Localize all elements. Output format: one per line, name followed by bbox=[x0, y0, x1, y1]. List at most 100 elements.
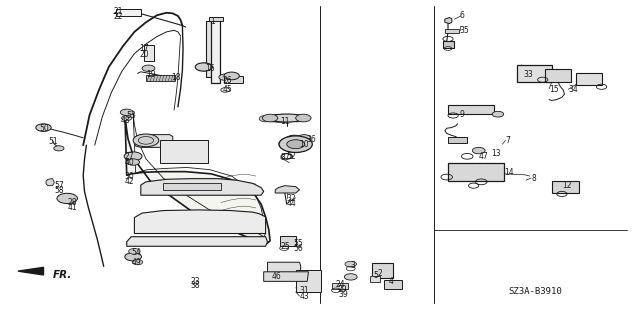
Text: 35: 35 bbox=[460, 26, 469, 35]
Bar bbox=[209, 17, 223, 21]
Text: 38: 38 bbox=[191, 281, 200, 290]
Polygon shape bbox=[146, 75, 175, 81]
Text: 28: 28 bbox=[67, 198, 77, 207]
Text: 15: 15 bbox=[549, 85, 559, 94]
Text: 47: 47 bbox=[479, 152, 488, 161]
Circle shape bbox=[492, 111, 504, 117]
Circle shape bbox=[132, 260, 143, 265]
Text: 48: 48 bbox=[120, 116, 130, 125]
Bar bbox=[384, 280, 402, 289]
Bar bbox=[224, 76, 243, 83]
Circle shape bbox=[142, 65, 155, 71]
Bar bbox=[206, 21, 214, 77]
Circle shape bbox=[279, 136, 312, 152]
Polygon shape bbox=[141, 179, 264, 195]
Bar bbox=[545, 69, 571, 82]
Circle shape bbox=[54, 146, 64, 151]
Circle shape bbox=[197, 63, 212, 71]
Text: 57: 57 bbox=[54, 181, 64, 190]
Circle shape bbox=[344, 274, 357, 280]
Text: 39: 39 bbox=[338, 290, 348, 299]
Circle shape bbox=[129, 249, 140, 254]
Text: 46: 46 bbox=[272, 272, 282, 281]
Text: 5: 5 bbox=[373, 271, 378, 280]
Polygon shape bbox=[18, 267, 44, 275]
Circle shape bbox=[219, 74, 232, 80]
Text: 55: 55 bbox=[293, 239, 303, 248]
Text: 29: 29 bbox=[338, 285, 348, 294]
Text: 16: 16 bbox=[205, 64, 214, 73]
Text: 11: 11 bbox=[280, 117, 290, 126]
Text: 10: 10 bbox=[300, 140, 309, 149]
Bar bbox=[443, 41, 454, 48]
Bar bbox=[448, 137, 467, 143]
Text: 56: 56 bbox=[293, 244, 303, 253]
Bar bbox=[448, 163, 504, 181]
Bar bbox=[160, 140, 208, 163]
Bar bbox=[552, 181, 579, 193]
Text: 51: 51 bbox=[48, 137, 58, 146]
Text: 13: 13 bbox=[492, 149, 501, 158]
Text: FR.: FR. bbox=[53, 270, 72, 280]
Circle shape bbox=[57, 193, 77, 204]
Polygon shape bbox=[46, 179, 54, 186]
Bar bbox=[280, 236, 296, 246]
Text: 17: 17 bbox=[140, 44, 149, 53]
Circle shape bbox=[298, 135, 310, 141]
Bar bbox=[517, 65, 552, 82]
Circle shape bbox=[291, 115, 304, 122]
Text: 37: 37 bbox=[280, 153, 290, 162]
Bar bbox=[370, 276, 380, 282]
Polygon shape bbox=[125, 109, 270, 243]
Polygon shape bbox=[134, 210, 266, 234]
Text: 32: 32 bbox=[287, 194, 296, 203]
Text: 44: 44 bbox=[287, 199, 296, 208]
Text: 8: 8 bbox=[531, 174, 536, 183]
Ellipse shape bbox=[267, 114, 307, 122]
Text: 6: 6 bbox=[460, 11, 465, 20]
Text: 50: 50 bbox=[40, 124, 49, 133]
Text: SZ3A-B3910: SZ3A-B3910 bbox=[509, 287, 563, 296]
Text: 7: 7 bbox=[506, 137, 511, 145]
Circle shape bbox=[262, 114, 278, 122]
Text: 27: 27 bbox=[125, 152, 134, 161]
Polygon shape bbox=[264, 272, 308, 281]
Bar bbox=[332, 283, 348, 289]
Circle shape bbox=[345, 261, 356, 267]
Bar bbox=[211, 19, 220, 83]
Text: 21: 21 bbox=[114, 7, 124, 16]
Text: 30: 30 bbox=[125, 172, 134, 181]
Circle shape bbox=[472, 147, 485, 154]
Text: 43: 43 bbox=[300, 292, 309, 300]
Text: 33: 33 bbox=[524, 70, 533, 78]
Polygon shape bbox=[445, 18, 452, 24]
Polygon shape bbox=[127, 237, 268, 246]
Text: 42: 42 bbox=[125, 177, 134, 186]
Circle shape bbox=[120, 109, 133, 115]
Circle shape bbox=[224, 72, 239, 80]
Polygon shape bbox=[275, 186, 300, 193]
Text: 34: 34 bbox=[568, 85, 578, 94]
Text: 54: 54 bbox=[131, 248, 141, 257]
Text: 18: 18 bbox=[172, 73, 181, 82]
Circle shape bbox=[285, 135, 303, 144]
Text: 23: 23 bbox=[191, 277, 200, 286]
Bar bbox=[576, 73, 602, 85]
Text: 53: 53 bbox=[127, 111, 136, 120]
Text: 1: 1 bbox=[210, 17, 214, 26]
Circle shape bbox=[124, 152, 142, 161]
Text: 26: 26 bbox=[223, 76, 232, 85]
Text: 41: 41 bbox=[67, 204, 77, 212]
Bar bbox=[445, 29, 459, 33]
Bar bbox=[144, 45, 154, 61]
Circle shape bbox=[259, 115, 272, 122]
Text: 52: 52 bbox=[287, 152, 296, 161]
Text: 45: 45 bbox=[223, 85, 232, 94]
Bar bbox=[163, 183, 221, 190]
Bar bbox=[372, 263, 393, 278]
Polygon shape bbox=[134, 135, 173, 147]
Text: 36: 36 bbox=[306, 135, 316, 144]
Text: 12: 12 bbox=[562, 181, 572, 190]
Circle shape bbox=[195, 63, 212, 71]
Text: 4: 4 bbox=[389, 277, 394, 286]
